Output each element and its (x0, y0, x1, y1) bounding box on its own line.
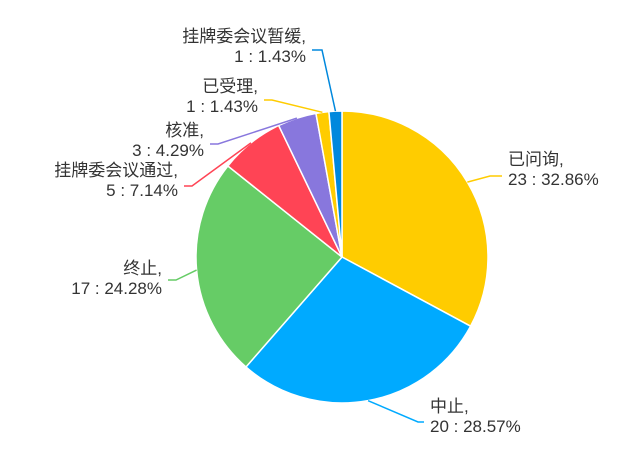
slice-label-name-2: 终止, (123, 259, 162, 278)
slice-label-value-5: 1 : 1.43% (186, 97, 258, 116)
leader-line-3 (184, 142, 252, 187)
slice-label-name-4: 核准, (165, 121, 204, 140)
leader-line-1 (367, 399, 424, 423)
slice-label-name-5: 已受理, (202, 77, 258, 96)
leader-line-6 (312, 49, 337, 112)
slice-label-name-6: 挂牌委会议暂缓, (182, 27, 306, 46)
slice-label-value-1: 20 : 28.57% (430, 417, 521, 436)
slice-label-value-2: 17 : 24.28% (71, 279, 162, 298)
slice-label-value-3: 5 : 7.14% (106, 181, 178, 200)
leader-line-2 (168, 269, 197, 281)
leader-line-0 (467, 175, 502, 183)
slice-label-value-0: 23 : 32.86% (508, 170, 599, 189)
leader-line-4 (210, 117, 298, 145)
pie-slices (195, 110, 489, 404)
leader-line-5 (264, 99, 323, 114)
slice-label-name-0: 已问询, (508, 150, 564, 169)
slice-label-value-4: 3 : 4.29% (132, 141, 204, 160)
slice-label-name-3: 挂牌委会议通过, (54, 161, 178, 180)
pie-labels: 已问询,23 : 32.86% 中止,20 : 28.57% 终止,17 : 24.… (54, 27, 598, 436)
slice-label-value-6: 1 : 1.43% (234, 47, 306, 66)
pie-slice-1[interactable] (244, 256, 472, 404)
pie-slice-6[interactable] (328, 110, 343, 258)
slice-label-name-1: 中止, (430, 397, 469, 416)
pie-slice-2[interactable] (195, 164, 344, 369)
